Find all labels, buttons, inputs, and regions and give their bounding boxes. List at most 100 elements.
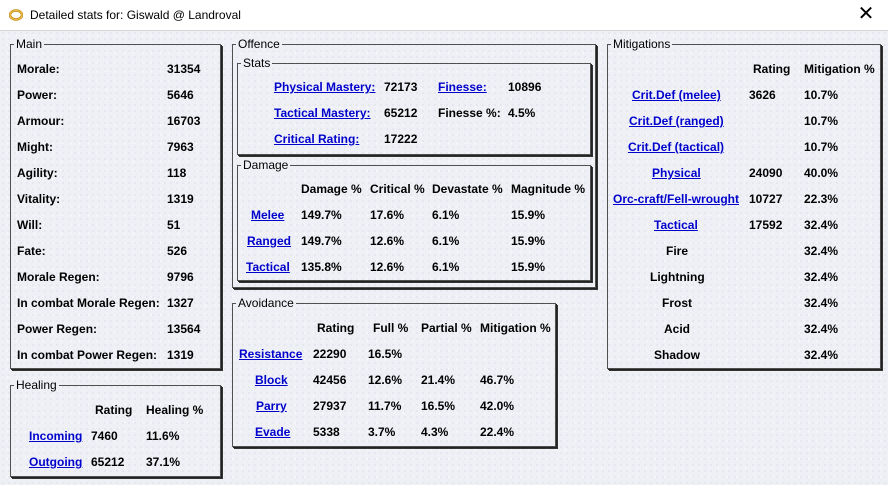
- physical-mastery-link[interactable]: Physical Mastery:: [274, 80, 376, 94]
- damage-melee-damage: 149.7%: [301, 208, 342, 222]
- ring-logo-icon: [9, 9, 23, 21]
- avoidance-parry-full: 11.7%: [368, 399, 402, 413]
- mitigation-physical-rating: 24090: [749, 166, 783, 180]
- healing-panel-title: Healing: [14, 378, 59, 392]
- damage-ranged-link[interactable]: Ranged: [247, 234, 292, 248]
- tactical-mastery-link[interactable]: Tactical Mastery:: [274, 106, 371, 120]
- agility-label: Agility:: [17, 166, 58, 180]
- damage-header-damage: Damage %: [301, 182, 362, 196]
- critical-rating-value: 17222: [384, 132, 418, 146]
- mitigation-orc-craft-link[interactable]: Orc-craft/Fell-wrought: [613, 192, 740, 206]
- healing-incoming-link[interactable]: Incoming: [29, 429, 83, 443]
- mitigation-tactical-link[interactable]: Tactical: [654, 218, 698, 232]
- mitigation-crit-def-melee-link[interactable]: Crit.Def (melee): [632, 88, 721, 102]
- offence-damage-panel: Damage Damage % Critical % Devastate % M…: [237, 158, 591, 281]
- fate-value: 526: [167, 244, 188, 258]
- avoidance-evade-mitigation: 22.4%: [480, 425, 515, 439]
- close-icon: ✕: [857, 3, 875, 25]
- avoidance-panel-title: Avoidance: [236, 296, 296, 310]
- finesse-pct-label: Finesse %:: [438, 106, 501, 120]
- armour-label: Armour:: [17, 114, 65, 128]
- avoidance-block-full: 12.6%: [368, 373, 403, 387]
- offence-panel-title: Offence: [236, 37, 282, 51]
- window-titlebar: Detailed stats for: Giswald @ Landroval …: [0, 0, 888, 31]
- mitigation-crit-def-melee-percent: 10.7%: [804, 88, 839, 102]
- avoidance-evade-link[interactable]: Evade: [255, 425, 291, 439]
- combat-morale-regen-label: In combat Morale Regen:: [17, 296, 160, 310]
- mitigation-shadow-percent: 32.4%: [804, 348, 839, 362]
- close-button[interactable]: ✕: [844, 0, 888, 30]
- avoidance-parry-mitigation: 42.0%: [480, 399, 515, 413]
- mitigation-crit-def-ranged-link[interactable]: Crit.Def (ranged): [629, 114, 724, 128]
- offence-panel: Offence Stats Physical Mastery: 72173 Fi…: [232, 37, 596, 288]
- avoidance-parry-link[interactable]: Parry: [256, 399, 287, 413]
- avoidance-resistance-full: 16.5%: [368, 347, 403, 361]
- damage-melee-devastate: 6.1%: [432, 208, 460, 222]
- mitigations-header-rating: Rating: [753, 62, 791, 76]
- avoidance-parry-partial: 16.5%: [421, 399, 456, 413]
- mitigation-tactical-rating: 17592: [749, 218, 783, 232]
- mitigation-acid-percent: 32.4%: [804, 322, 839, 336]
- damage-tactical-link[interactable]: Tactical: [246, 260, 290, 274]
- mitigations-panel: Mitigations Rating Mitigation % Crit.Def…: [607, 37, 881, 369]
- morale-regen-value: 9796: [167, 270, 194, 284]
- mitigation-physical-percent: 40.0%: [804, 166, 839, 180]
- will-value: 51: [167, 218, 181, 232]
- avoidance-evade-rating: 5338: [313, 425, 340, 439]
- mitigation-crit-def-tactical-link[interactable]: Crit.Def (tactical): [628, 140, 725, 154]
- physical-mastery-value: 72173: [384, 80, 418, 94]
- mitigation-frost-label: Frost: [662, 296, 692, 310]
- mitigation-fire-percent: 32.4%: [804, 244, 839, 258]
- mitigation-lightning-label: Lightning: [650, 270, 705, 284]
- fate-label: Fate:: [17, 244, 46, 258]
- morale-regen-label: Morale Regen:: [17, 270, 100, 284]
- mitigation-orc-craft-percent: 22.3%: [804, 192, 839, 206]
- damage-ranged-critical: 12.6%: [370, 234, 405, 248]
- finesse-link[interactable]: Finesse:: [438, 80, 487, 94]
- damage-header-devastate: Devastate %: [432, 182, 503, 196]
- damage-melee-critical: 17.6%: [370, 208, 405, 222]
- critical-rating-link[interactable]: Critical Rating:: [274, 132, 360, 146]
- finesse-value: 10896: [508, 80, 542, 94]
- will-label: Will:: [17, 218, 43, 232]
- mitigation-tactical-percent: 32.4%: [804, 218, 839, 232]
- mitigation-physical-link[interactable]: Physical: [652, 166, 701, 180]
- damage-melee-link[interactable]: Melee: [251, 208, 285, 222]
- power-regen-value: 13564: [167, 322, 201, 336]
- avoidance-resistance-link[interactable]: Resistance: [239, 347, 303, 361]
- avoidance-parry-rating: 27937: [313, 399, 347, 413]
- healing-outgoing-rating: 65212: [91, 455, 125, 469]
- might-value: 7963: [167, 140, 194, 154]
- avoidance-resistance-rating: 22290: [313, 347, 347, 361]
- damage-ranged-magnitude: 15.9%: [511, 234, 546, 248]
- damage-tactical-damage: 135.8%: [301, 260, 342, 274]
- damage-melee-magnitude: 15.9%: [511, 208, 546, 222]
- power-regen-label: Power Regen:: [17, 322, 98, 336]
- healing-incoming-percent: 11.6%: [146, 429, 180, 443]
- combat-morale-regen-value: 1327: [167, 296, 194, 310]
- mitigation-orc-craft-rating: 10727: [749, 192, 783, 206]
- mitigation-crit-def-tactical-percent: 10.7%: [804, 140, 839, 154]
- offence-stats-title: Stats: [241, 56, 273, 70]
- mitigation-frost-percent: 32.4%: [804, 296, 839, 310]
- offence-stats-panel: Stats Physical Mastery: 72173 Finesse: 1…: [237, 56, 591, 155]
- vitality-label: Vitality:: [17, 192, 61, 206]
- mitigation-shadow-label: Shadow: [654, 348, 701, 362]
- avoidance-block-mitigation: 46.7%: [480, 373, 515, 387]
- mitigations-panel-title: Mitigations: [611, 37, 673, 51]
- avoidance-evade-full: 3.7%: [368, 425, 396, 439]
- combat-power-regen-label: In combat Power Regen:: [17, 348, 158, 362]
- offence-damage-title: Damage: [241, 158, 291, 172]
- morale-label: Morale:: [17, 62, 60, 76]
- armour-value: 16703: [167, 114, 201, 128]
- mitigation-crit-def-melee-rating: 3626: [749, 88, 776, 102]
- avoidance-block-partial: 21.4%: [421, 373, 456, 387]
- mitigation-lightning-percent: 32.4%: [804, 270, 839, 284]
- mitigation-crit-def-ranged-percent: 10.7%: [804, 114, 839, 128]
- healing-outgoing-link[interactable]: Outgoing: [29, 455, 83, 469]
- tactical-mastery-value: 65212: [384, 106, 418, 120]
- avoidance-block-link[interactable]: Block: [255, 373, 288, 387]
- healing-header-rating: Rating: [95, 403, 133, 417]
- damage-header-magnitude: Magnitude %: [511, 182, 585, 196]
- mitigation-acid-label: Acid: [664, 322, 691, 336]
